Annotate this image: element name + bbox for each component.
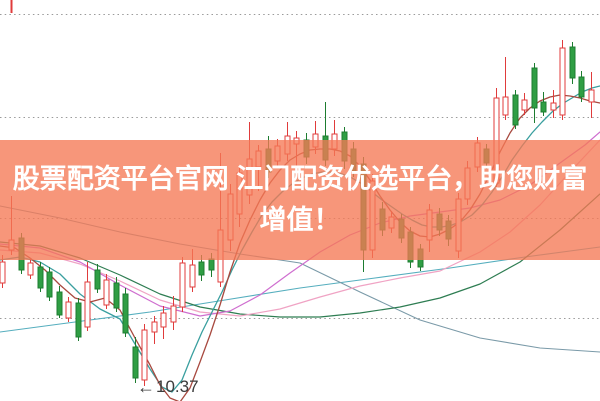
candle-down <box>56 291 63 316</box>
candle-down <box>540 101 547 113</box>
candle-up <box>550 102 557 111</box>
candle-down <box>37 266 44 289</box>
candle-up <box>521 99 528 111</box>
candle-up <box>151 321 158 333</box>
candle-down <box>198 261 205 276</box>
candle-up <box>559 47 566 116</box>
candle-up <box>588 89 595 103</box>
candle-up <box>65 301 72 319</box>
candle-up <box>84 281 91 328</box>
candle-down <box>578 76 585 98</box>
candle-down <box>569 46 576 79</box>
candle-up <box>170 305 177 323</box>
price-annotation-label: 10.37 <box>156 377 199 396</box>
candle-down <box>46 271 53 298</box>
candle-down <box>113 282 120 309</box>
candle-down <box>94 269 101 290</box>
candle-down <box>208 258 215 271</box>
candle-down <box>531 67 538 109</box>
ma-long-cyan <box>0 246 600 333</box>
candle-down <box>75 302 82 338</box>
candle-up <box>179 262 186 308</box>
candle-down <box>512 94 519 126</box>
candle-up <box>160 312 167 328</box>
candle-down <box>132 346 139 379</box>
promo-banner[interactable]: 股票配资平台官网 江门配资优选平台，助您财富增值！ <box>0 140 600 260</box>
candle-up <box>27 262 34 276</box>
promo-banner-text: 股票配资平台官网 江门配资优选平台，助您财富增值！ <box>12 164 588 235</box>
candle-down <box>122 293 129 334</box>
candle-up <box>502 96 509 116</box>
candle-up <box>0 261 6 284</box>
candle-up <box>103 279 110 306</box>
ma-slow-green <box>0 193 600 318</box>
price-annotation: ← 10.37 <box>137 377 199 397</box>
left-arrow-icon: ← <box>137 377 155 397</box>
candle-up <box>189 264 196 288</box>
candle-up <box>141 329 148 381</box>
